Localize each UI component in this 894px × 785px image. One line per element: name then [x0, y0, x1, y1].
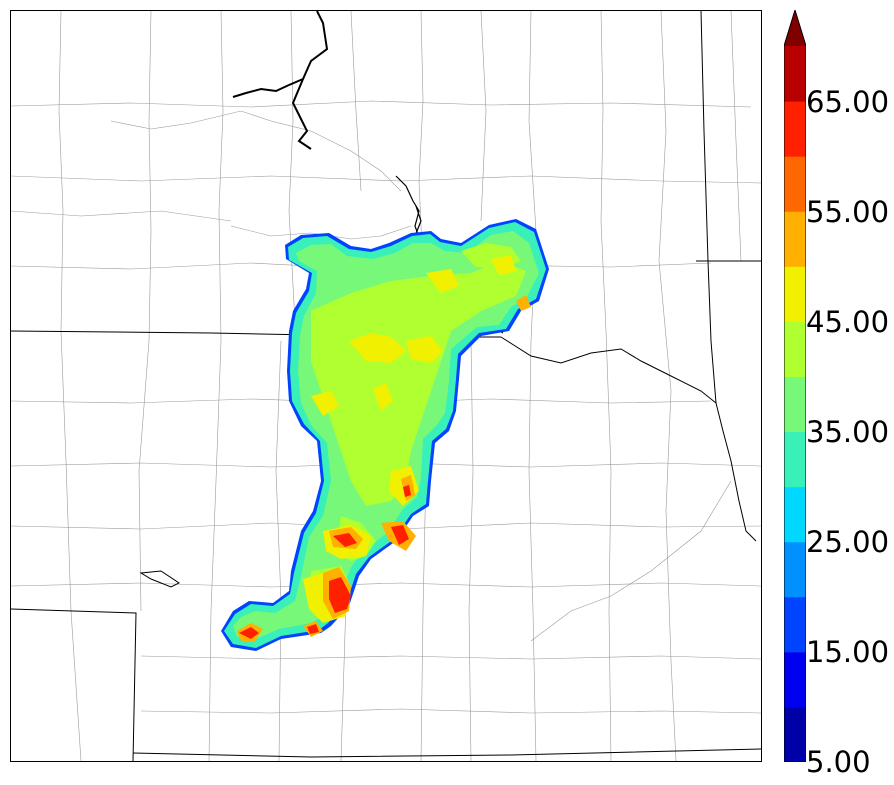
radar-map: [10, 10, 762, 762]
colorbar-label-15: 15.00: [806, 635, 890, 669]
colorbar-segment: [784, 486, 806, 543]
colorbar-segment: [784, 156, 806, 212]
map-svg: [11, 11, 761, 761]
colorbar-segment: [784, 101, 806, 157]
colorbar-label-25: 25.00: [806, 525, 890, 559]
colorbar-segment: [784, 321, 806, 377]
colorbar-segment: [784, 706, 806, 762]
reflectivity-swath: [221, 219, 549, 651]
colorbar-segment: [784, 431, 806, 488]
colorbar-label-35: 35.00: [806, 415, 890, 449]
colorbar-segment: [784, 651, 806, 708]
colorbar-label-45: 45.00: [806, 305, 890, 339]
colorbar-segment: [784, 266, 806, 322]
colorbar-segment: [784, 211, 806, 267]
colorbar-segment: [784, 541, 806, 598]
colorbar-label-65: 65.00: [806, 85, 890, 119]
colorbar-label-55: 55.00: [806, 195, 890, 229]
colorbar-label-5: 5.00: [806, 745, 871, 779]
colorbar-segment: [784, 376, 806, 433]
colorbar-extend-arrow: [784, 10, 806, 46]
swath-red-60dbz: [239, 485, 411, 639]
colorbar-outline: [784, 10, 806, 762]
colorbar: [784, 10, 806, 762]
colorbar-segment: [784, 46, 806, 102]
colorbar-segment: [784, 596, 806, 653]
